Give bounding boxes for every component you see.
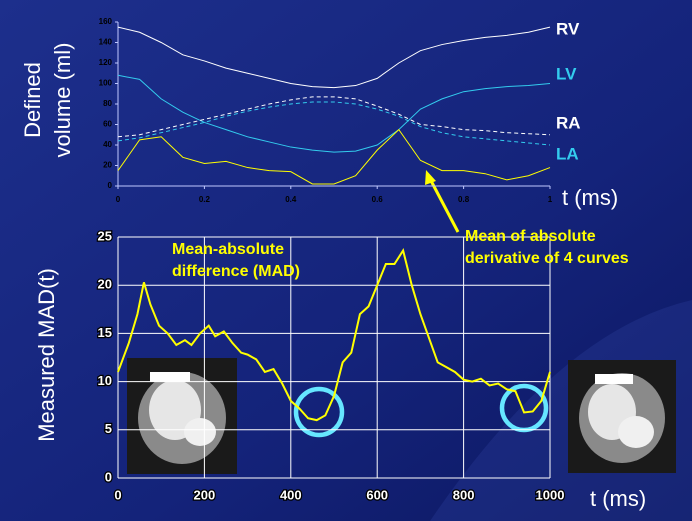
x-tick-label: 1000: [536, 487, 565, 502]
y-tick-label: 0: [105, 469, 112, 484]
x-tick-label: 1: [548, 195, 553, 204]
slide: 02040608010012014016000.20.40.60.81RVLVR…: [0, 0, 692, 521]
x-tick-label: 200: [194, 487, 216, 502]
y-tick-label: 80: [103, 99, 112, 108]
annotation: derivative of 4 curves: [465, 250, 629, 267]
x-tick-label: 800: [453, 487, 475, 502]
y-tick-label: 25: [98, 228, 112, 243]
x-tick-label: 0.4: [285, 195, 297, 204]
y-tick-label: 60: [103, 120, 112, 129]
ct-image-left: [127, 358, 237, 474]
x-tick-label: 0.6: [372, 195, 384, 204]
y-tick-label: 10: [98, 373, 112, 388]
y-tick-label: 40: [103, 140, 112, 149]
y-axis-label: Defined: [20, 62, 45, 138]
y-tick-label: 0: [108, 181, 113, 190]
series-label: LA: [556, 144, 579, 163]
y-axis-label: Measured MAD(t): [34, 268, 59, 442]
x-tick-label: 0.8: [458, 195, 470, 204]
y-tick-label: 160: [99, 17, 113, 26]
annotation: Mean-absolute: [172, 241, 284, 258]
y-tick-label: 120: [99, 58, 113, 67]
y-tick-label: 5: [105, 421, 112, 436]
x-tick-label: 400: [280, 487, 302, 502]
y-tick-label: 15: [98, 325, 112, 340]
annotation: Mean of absolute: [465, 228, 596, 245]
y-axis-label: volume (ml): [50, 43, 75, 158]
y-tick-label: 20: [103, 161, 112, 170]
x-axis-label: t (ms): [590, 486, 646, 511]
x-axis-label: t (ms): [562, 185, 618, 210]
series-label: RV: [556, 19, 580, 38]
annotation: difference (MAD): [172, 263, 300, 280]
series-label: LV: [556, 64, 577, 83]
x-tick-label: 0.2: [199, 195, 211, 204]
y-tick-label: 100: [99, 79, 113, 88]
y-tick-label: 20: [98, 277, 112, 292]
ct-image-right: [568, 360, 676, 473]
x-tick-label: 600: [366, 487, 388, 502]
x-tick-label: 0: [116, 195, 121, 204]
series-label: RA: [556, 113, 581, 132]
x-tick-label: 0: [114, 487, 121, 502]
y-tick-label: 140: [99, 38, 113, 47]
